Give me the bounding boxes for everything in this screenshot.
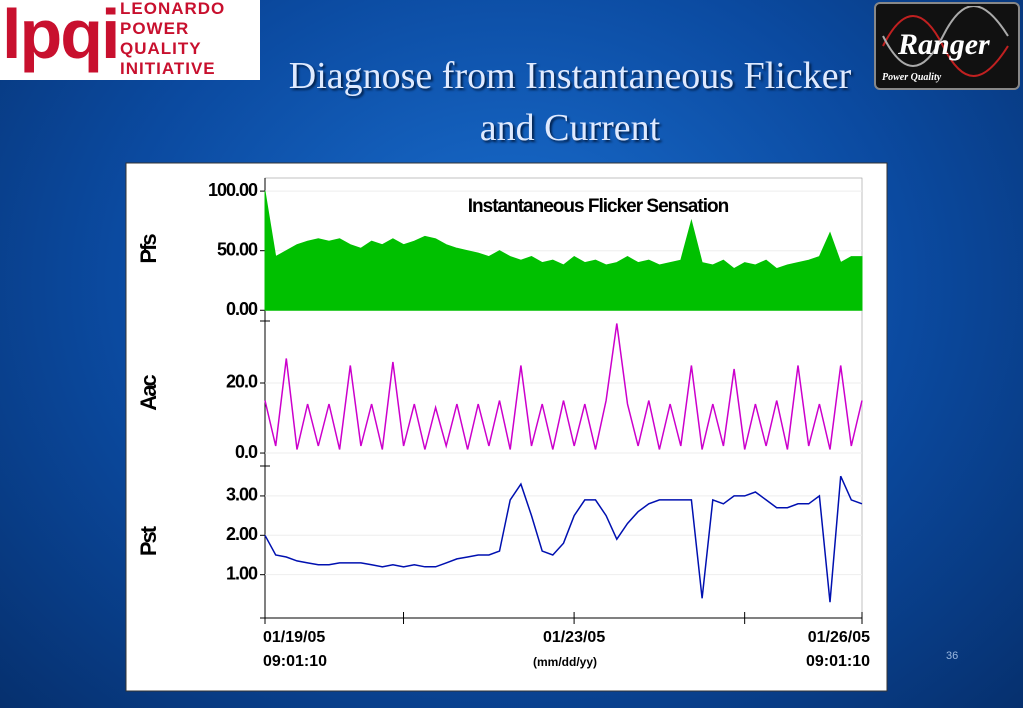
data-area xyxy=(264,191,863,311)
y-tick-label: 2.00 xyxy=(226,524,258,544)
y-tick-label: 1.00 xyxy=(226,563,258,583)
panel-title: Instantaneous Flicker Sensation xyxy=(468,196,729,217)
y-axis-label: Pst xyxy=(136,525,161,556)
logo-line: LEONARDO xyxy=(120,0,226,18)
logo-mark: lpqi xyxy=(2,0,120,73)
y-tick-label: 0.00 xyxy=(226,299,258,319)
y-axis-label: Aac xyxy=(136,375,161,411)
ranger-logo: Ranger Power Quality xyxy=(874,2,1020,90)
logo-line: POWER xyxy=(120,19,190,38)
x-tick-label: 01/26/05 09:01:10 xyxy=(805,629,870,670)
logo-name: Ranger xyxy=(898,28,990,61)
logo-waves xyxy=(882,6,1009,77)
data-line xyxy=(264,323,863,450)
data-line xyxy=(264,475,863,603)
x-axis-label: (mm/dd/yy) xyxy=(533,655,597,669)
y-tick-label: 0.0 xyxy=(235,442,258,462)
x-tick-label: 01/23/05 xyxy=(542,629,606,646)
logo-line: QUALITY xyxy=(120,39,202,58)
y-tick-label: 3.00 xyxy=(226,485,258,505)
x-tick-label: 01/19/05 09:01:10 xyxy=(263,629,328,670)
page-number: 36 xyxy=(946,650,959,662)
y-tick-label: 100.00 xyxy=(208,180,258,200)
logo-line: INITIATIVE xyxy=(120,59,216,78)
y-axis-label: Pfs xyxy=(136,234,161,264)
y-tick-label: 50.00 xyxy=(217,239,258,259)
logo-tagline: Power Quality xyxy=(882,72,942,83)
y-tick-label: 20.0 xyxy=(226,372,258,392)
slide-title: Diagnose from Instantaneous Flicker and … xyxy=(288,55,852,149)
lpqi-logo: lpqi LEONARDO POWER QUALITY INITIATIVE xyxy=(0,0,260,80)
